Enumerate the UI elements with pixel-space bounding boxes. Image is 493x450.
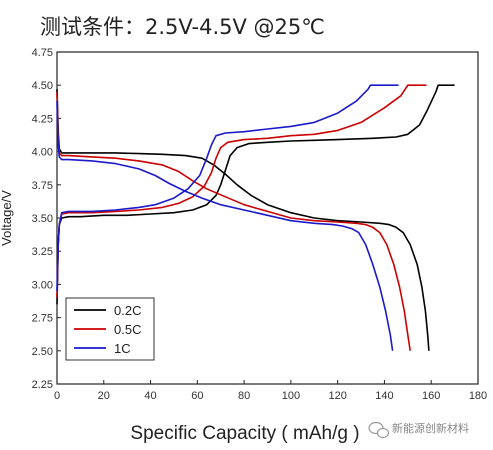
y-tick-label: 2.75 bbox=[32, 313, 53, 325]
y-tick-label: 2.50 bbox=[32, 346, 53, 358]
y-tick-label: 3.25 bbox=[32, 246, 53, 258]
x-axis-label: Specific Capacity ( mAh/g ) bbox=[130, 423, 359, 444]
watermark-text: 新能源创新材料 bbox=[392, 421, 469, 435]
legend-label: 1C bbox=[114, 341, 131, 356]
y-tick-label: 4.00 bbox=[32, 147, 53, 159]
x-tick-label: 160 bbox=[422, 390, 440, 402]
watermark: 新能源创新材料 bbox=[368, 421, 469, 439]
x-tick-label: 100 bbox=[282, 390, 300, 402]
chart-title: 测试条件：2.5V-4.5V @25℃ bbox=[40, 15, 325, 39]
x-tick-label: 80 bbox=[238, 390, 250, 402]
series-02c-discharge-line bbox=[56, 89, 430, 351]
x-tick-label: 180 bbox=[469, 390, 487, 402]
y-tick-label: 3.50 bbox=[32, 213, 53, 225]
x-tick-label: 20 bbox=[98, 390, 110, 402]
series-layer bbox=[56, 84, 455, 351]
y-tick-label: 3.00 bbox=[32, 279, 53, 291]
x-tick-label: 0 bbox=[54, 390, 60, 402]
y-tick-label: 4.50 bbox=[32, 80, 53, 92]
series-1c-charge-line bbox=[56, 84, 399, 292]
series-1c-discharge-line bbox=[56, 101, 394, 351]
y-tick-label: 4.25 bbox=[32, 113, 53, 125]
x-tick-label: 120 bbox=[328, 390, 346, 402]
x-tick-label: 60 bbox=[191, 390, 203, 402]
wechat-bubble-icon bbox=[368, 421, 390, 439]
y-tick-label: 2.25 bbox=[32, 379, 53, 391]
x-axis-ticks: 0 20 40 60 80 100 120 140 160 180 bbox=[54, 380, 487, 402]
series-05c-charge-line bbox=[56, 84, 427, 298]
x-tick-label: 140 bbox=[375, 390, 393, 402]
y-tick-label: 3.75 bbox=[32, 180, 53, 192]
series-02c-charge-line bbox=[56, 84, 455, 305]
y-tick-label: 4.75 bbox=[32, 47, 53, 59]
y-axis-label: Voltage/V bbox=[0, 190, 14, 246]
legend-label: 0.2C bbox=[114, 303, 141, 318]
series-05c-discharge-line bbox=[56, 91, 411, 351]
legend: 0.2C 0.5C 1C bbox=[65, 297, 155, 361]
legend-label: 0.5C bbox=[114, 322, 141, 337]
x-tick-label: 40 bbox=[144, 390, 156, 402]
